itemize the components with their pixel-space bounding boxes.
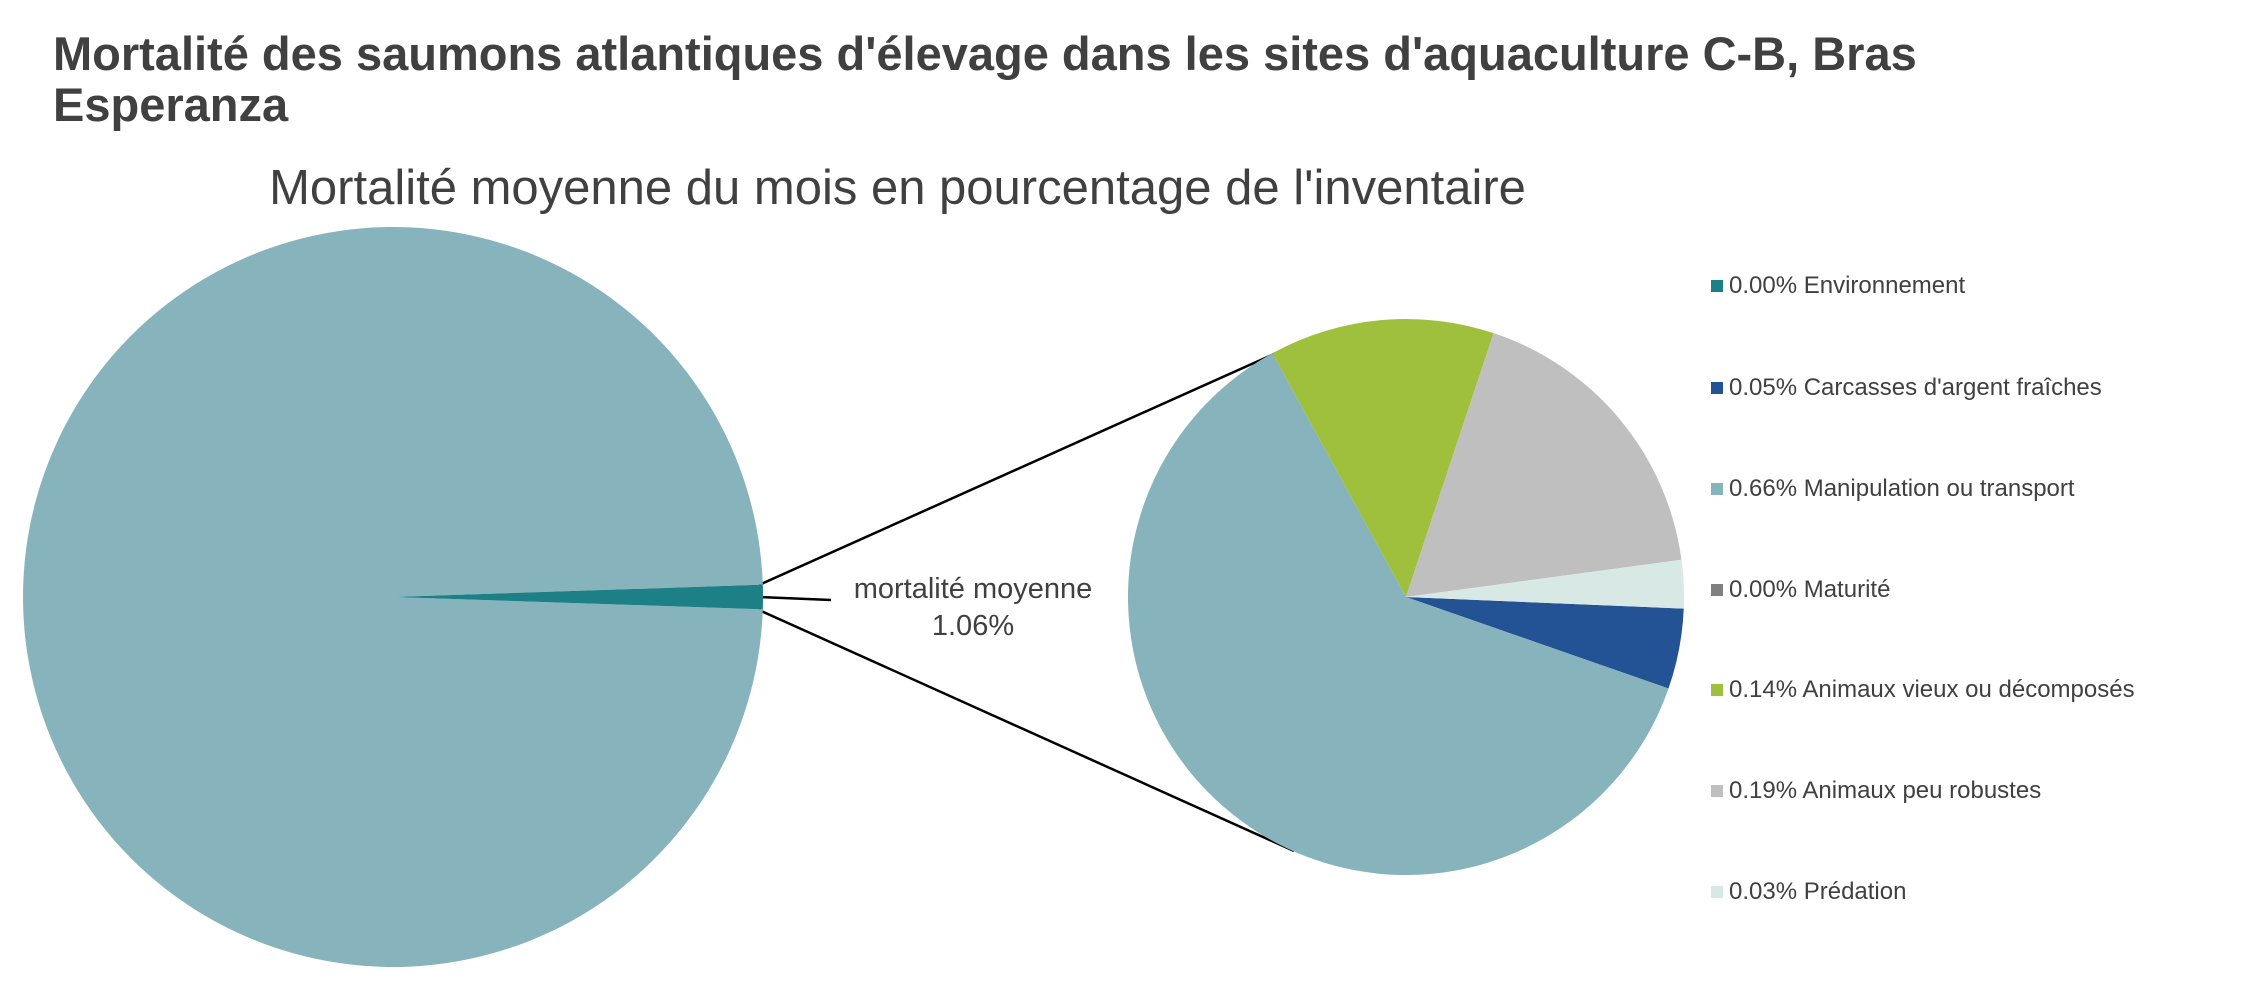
legend-item: 0.00% Environnement <box>1711 272 1965 300</box>
mortality-average-value: 1.06% <box>931 610 1015 642</box>
legend-swatch <box>1711 886 1723 898</box>
primary-pie <box>22 227 763 968</box>
legend-item: 0.66% Manipulation ou transport <box>1711 475 2075 503</box>
legend-item: 0.00% Maturité <box>1711 576 1890 604</box>
primary-slice-mortality <box>393 584 763 610</box>
legend-label: 0.19% Animaux peu robustes <box>1729 777 2042 804</box>
legend-label: 0.05% Carcasses d'argent fraîches <box>1729 374 2102 401</box>
legend-swatch <box>1711 785 1723 797</box>
secondary-slice-5 <box>1406 333 1682 597</box>
secondary-slice-1 <box>1406 597 1684 689</box>
legend-item: 0.05% Carcasses d'argent fraîches <box>1711 374 2102 402</box>
legend-label: 0.00% Environnement <box>1729 272 1966 299</box>
label-leader-line <box>758 595 832 602</box>
chart-subtitle: Mortalité moyenne du mois en pourcentage… <box>269 161 1526 215</box>
legend-swatch <box>1711 280 1723 292</box>
secondary-slice-6 <box>1406 559 1684 609</box>
legend-label: 0.03% Prédation <box>1729 878 1907 905</box>
legend-swatch <box>1711 584 1723 596</box>
mortality-average-label: mortalité moyenne 1.06% <box>823 571 1123 645</box>
legend-swatch <box>1711 382 1723 394</box>
legend-swatch <box>1711 483 1723 495</box>
connector-line-top <box>758 343 1295 587</box>
legend-label: 0.66% Manipulation ou transport <box>1729 475 2075 502</box>
secondary-slice-2 <box>1128 353 1669 875</box>
connector-lines <box>758 343 1295 853</box>
connector-line-bottom <box>758 608 1295 853</box>
mortality-average-text: mortalité moyenne <box>853 573 1093 605</box>
legend-item: 0.19% Animaux peu robustes <box>1711 777 2041 805</box>
legend-item: 0.14% Animaux vieux ou décomposés <box>1711 676 2135 704</box>
secondary-pie <box>1128 318 1684 875</box>
legend-label: 0.00% Maturité <box>1729 576 1891 603</box>
legend-swatch <box>1711 684 1723 696</box>
primary-slice-remaining <box>22 227 763 968</box>
secondary-slice-4 <box>1272 318 1494 597</box>
legend-item: 0.03% Prédation <box>1711 878 1906 906</box>
chart-title: Mortalité des saumons atlantiques d'élev… <box>53 27 1917 131</box>
legend-label: 0.14% Animaux vieux ou décomposés <box>1729 676 2135 703</box>
